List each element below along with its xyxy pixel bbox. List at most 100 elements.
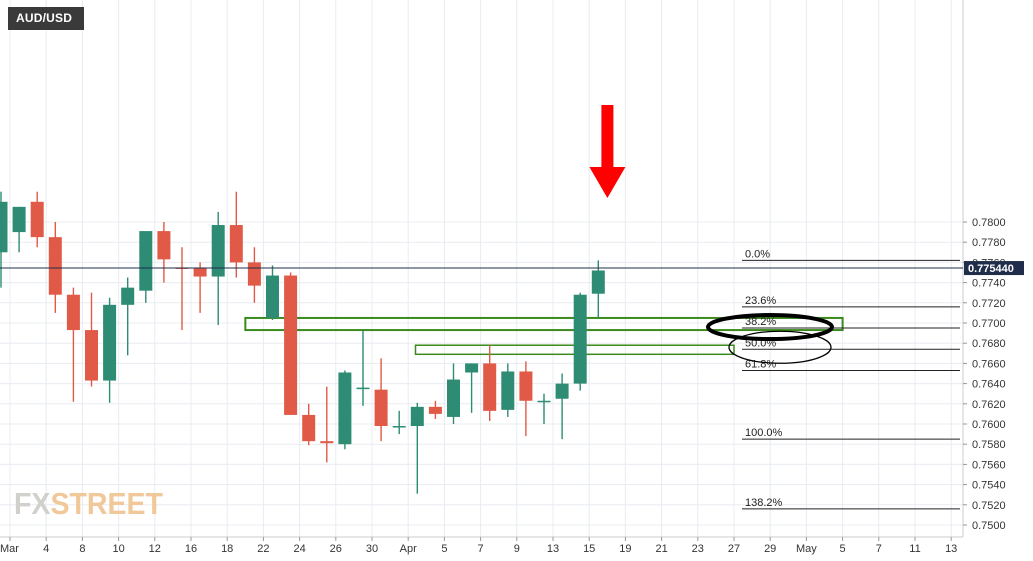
current-price-box: [964, 261, 1024, 276]
candle-body: [320, 441, 334, 444]
logo-street: STREET: [50, 486, 163, 521]
y-tick-label: 0.7780: [972, 237, 1006, 249]
candle: [356, 330, 370, 406]
candle: [193, 262, 207, 313]
candle-body: [139, 231, 153, 291]
candle-body: [519, 371, 533, 401]
candle-body: [537, 400, 551, 403]
candle: [374, 358, 388, 442]
x-tick-label: May: [796, 543, 817, 555]
candle-body: [501, 371, 515, 410]
x-tick-label: 11: [909, 543, 920, 555]
candle-body: [465, 363, 479, 373]
candle-body: [573, 294, 587, 384]
candle-body: [0, 201, 8, 253]
x-tick-label: 19: [619, 543, 631, 555]
candle-body: [410, 406, 424, 427]
x-tick-label: 29: [764, 543, 776, 555]
x-tick-label: 23: [692, 543, 704, 555]
candle-body: [12, 206, 26, 233]
grid-lines: [0, 0, 964, 538]
candle: [501, 363, 515, 417]
candle: [12, 206, 26, 253]
y-tick-label: 0.7680: [972, 338, 1006, 350]
x-tick-label: 10: [112, 543, 124, 555]
candle-body: [48, 237, 62, 295]
candle: [555, 373, 569, 440]
candle-body: [428, 406, 442, 414]
y-tick-label: 0.7720: [972, 298, 1006, 310]
fib-label: 138.2%: [745, 497, 783, 509]
support-zone-major: [244, 316, 844, 332]
candle: [229, 191, 243, 278]
candle: [410, 402, 424, 494]
candle: [48, 222, 62, 313]
annotations: [589, 105, 834, 364]
candle-body: [392, 426, 406, 428]
y-tick-label: 0.7600: [972, 419, 1006, 431]
candle: [447, 363, 460, 424]
candle: [0, 191, 8, 288]
x-axis: Mar 4 8 10 12 16 18 22 24 26 30 Apr 5 7 9 13 15 19 21 23 27 2…: [0, 537, 957, 555]
x-tick-label: 22: [257, 543, 269, 555]
y-tick-label: 0.7580: [972, 439, 1006, 451]
candle: [392, 410, 406, 435]
x-tick-label: 8: [79, 543, 85, 555]
candle-body: [483, 363, 497, 411]
candle: [266, 265, 279, 320]
fxstreet-logo: FXSTREET: [14, 486, 163, 522]
candle: [66, 287, 80, 402]
candle: [302, 403, 316, 446]
candle-body: [229, 225, 243, 263]
current-price-label: 0.775440: [968, 263, 1014, 275]
candle-body: [356, 387, 370, 390]
ticker-label: AUD/USD: [8, 7, 84, 30]
x-tick-label: 13: [945, 543, 957, 555]
x-tick-label: 7: [876, 543, 882, 555]
x-tick-label: 4: [43, 543, 49, 555]
x-tick-label: 30: [366, 543, 378, 555]
arrow-down-head: [589, 167, 626, 198]
x-tick-label: 13: [547, 543, 559, 555]
x-tick-label: 16: [185, 543, 197, 555]
x-tick-label: Mar: [0, 543, 19, 555]
candle-body: [66, 294, 80, 331]
candle: [465, 363, 479, 413]
candle-body: [591, 270, 605, 294]
candle-body: [266, 275, 279, 318]
x-tick-label: 27: [728, 543, 740, 555]
ellipse-50-0: [728, 330, 832, 364]
y-tick-label: 0.7640: [972, 379, 1006, 391]
candle: [483, 345, 497, 421]
candle: [573, 292, 587, 391]
x-tick-label: 18: [221, 543, 233, 555]
candle: [103, 297, 117, 403]
candle: [121, 277, 135, 356]
candle-body: [157, 231, 171, 260]
y-tick-label: 0.7660: [972, 358, 1006, 370]
fib-label: 38.2%: [745, 316, 776, 328]
fib-label: 100.0%: [745, 427, 783, 439]
candle: [30, 191, 44, 248]
candle: [537, 393, 551, 424]
x-tick-label: 15: [583, 543, 595, 555]
candle: [157, 222, 171, 283]
candle-body: [447, 379, 460, 417]
candle: [338, 370, 352, 450]
candle-body: [247, 262, 261, 286]
y-tick-label: 0.7520: [972, 500, 1006, 512]
fib-label: 23.6%: [745, 295, 776, 307]
logo-fx: FX: [14, 486, 51, 521]
x-tick-label: 7: [478, 543, 484, 555]
candle-body: [85, 330, 98, 381]
candle-body: [121, 287, 135, 305]
current-price-tag: 0.775440: [0, 261, 1024, 276]
candle: [85, 292, 98, 387]
x-tick-label: 21: [655, 543, 667, 555]
candle-body: [302, 414, 316, 442]
candles: [0, 191, 605, 494]
y-tick-label: 0.7540: [972, 480, 1006, 492]
candle: [284, 272, 298, 415]
y-tick-label: 0.7620: [972, 399, 1006, 411]
